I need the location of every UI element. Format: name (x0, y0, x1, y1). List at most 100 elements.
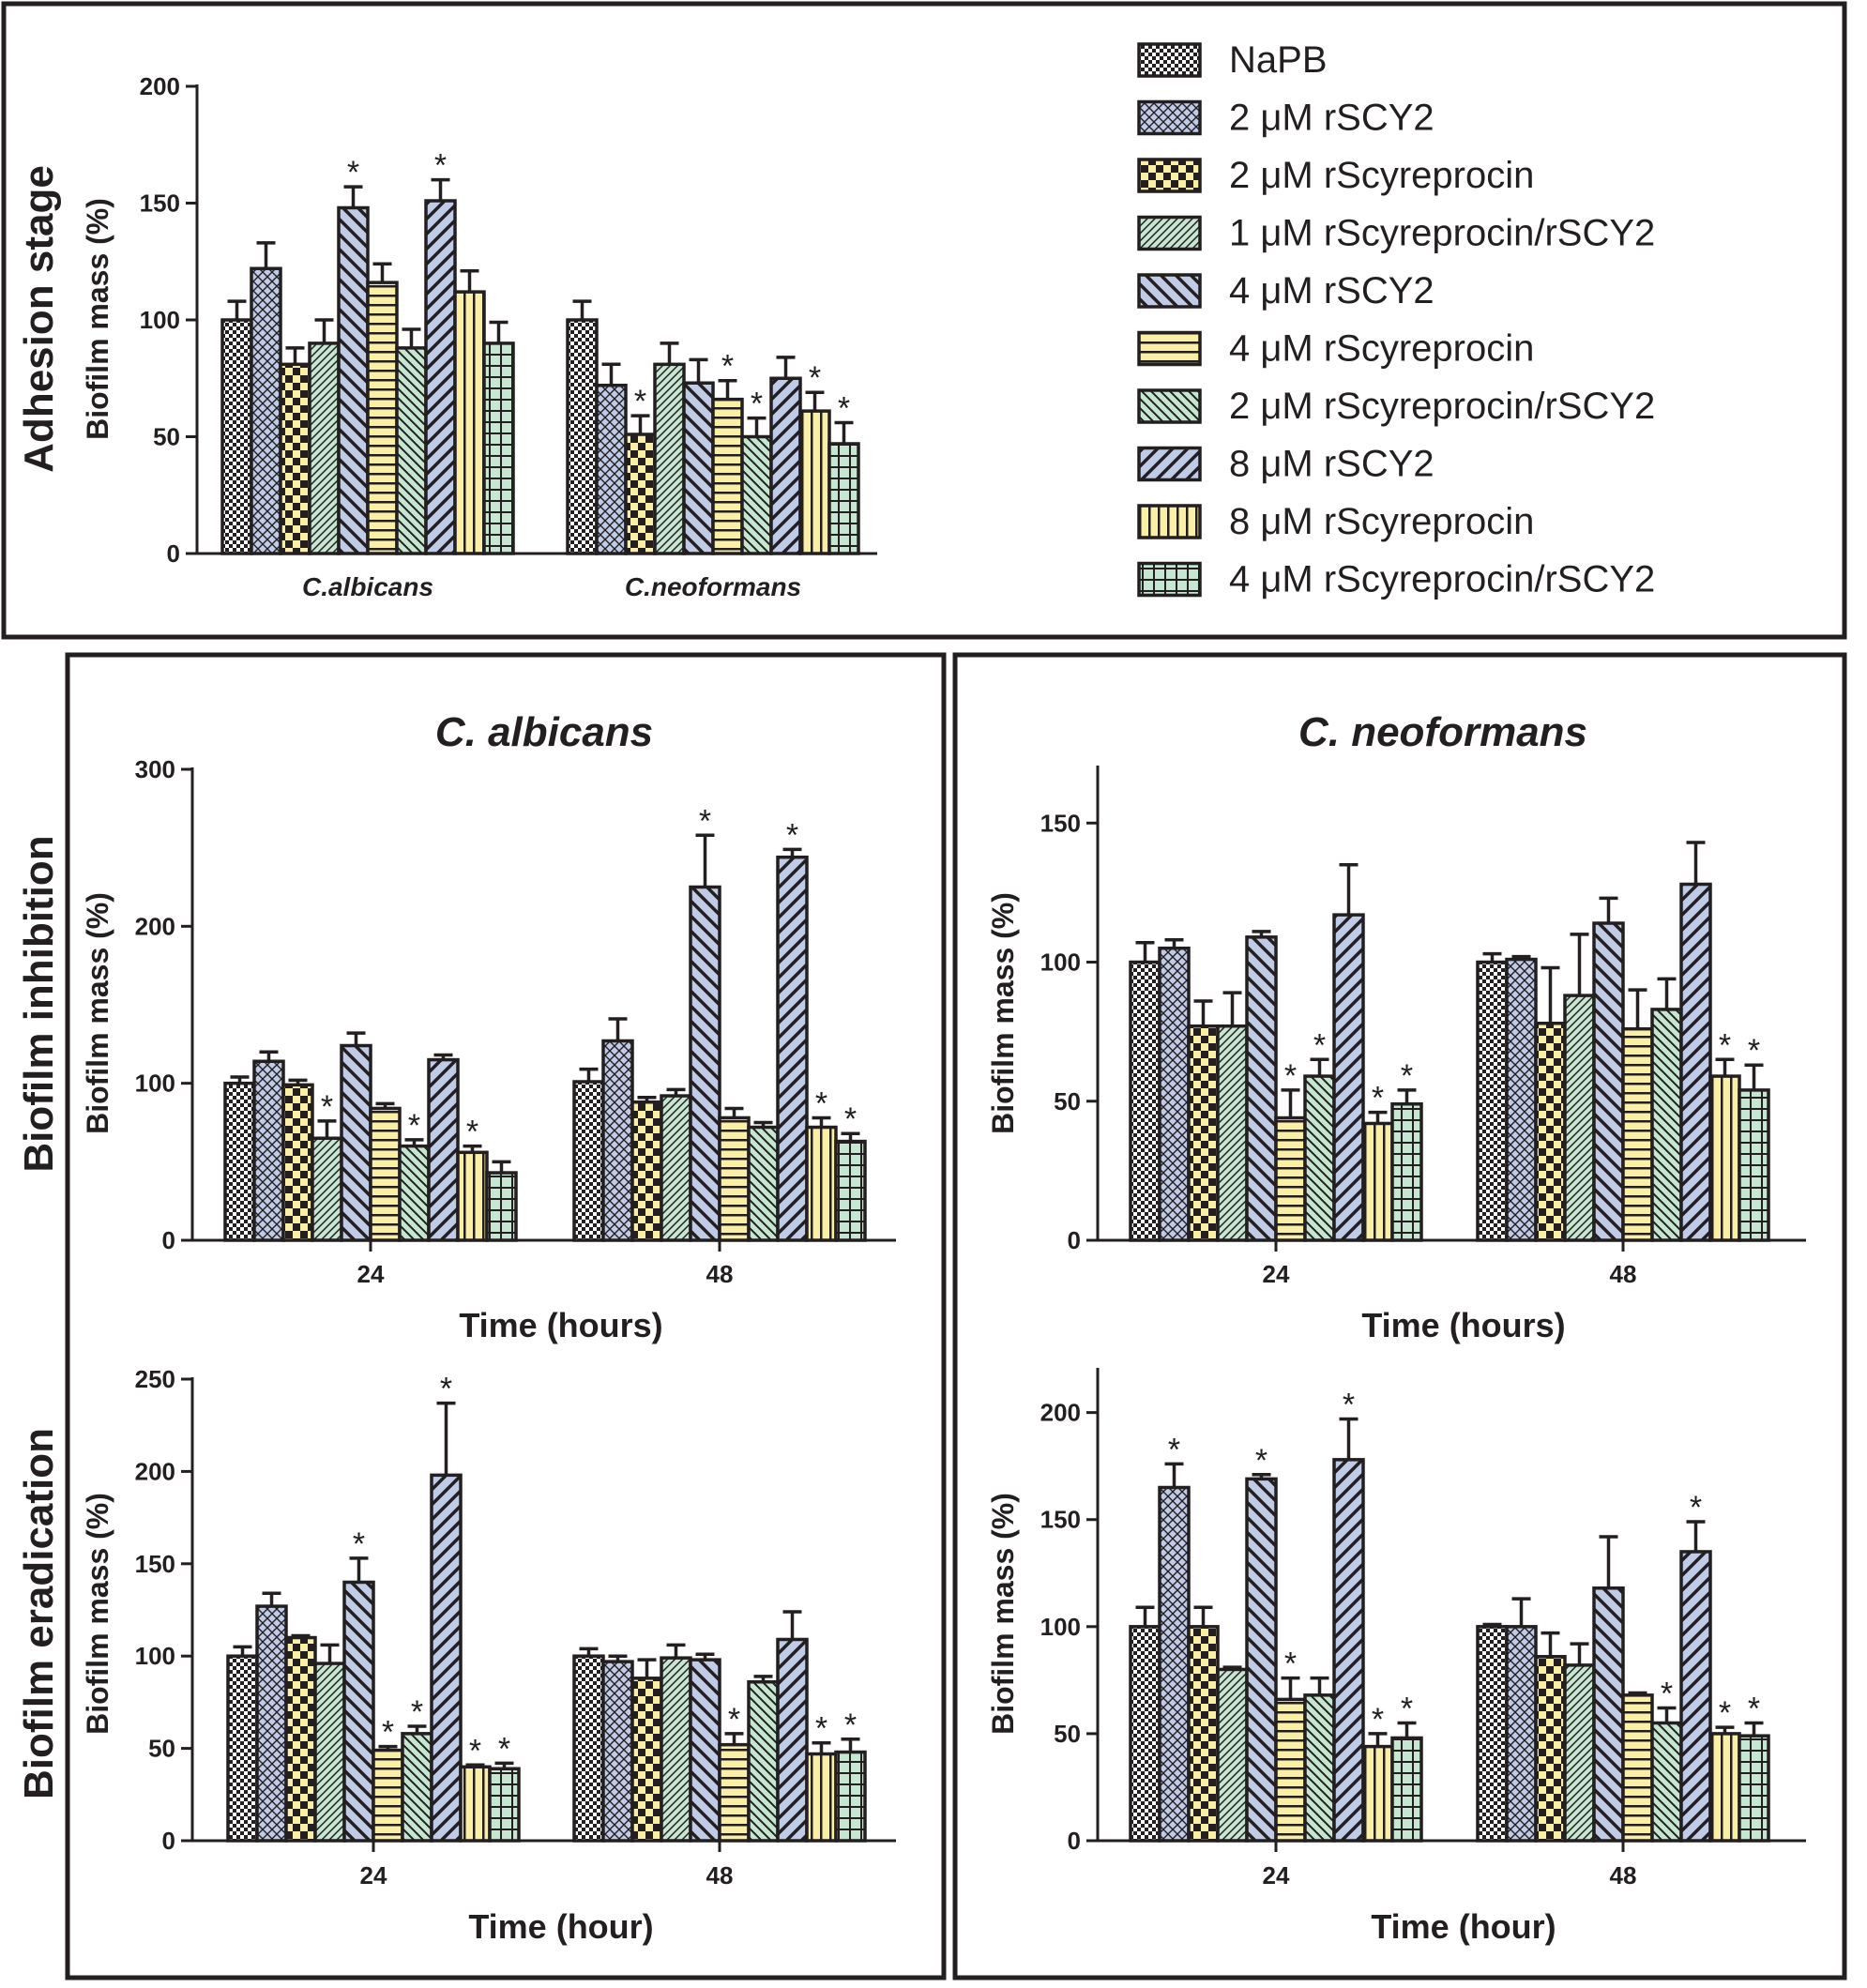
y-tick-label: 200 (135, 912, 175, 940)
error-bar (1599, 896, 1618, 924)
error-bar (1252, 930, 1271, 937)
bar-24-8 (1332, 913, 1365, 1242)
y-tick-label: 0 (1068, 1226, 1081, 1254)
bar-24-5 (342, 1580, 375, 1843)
category-label: 24 (1263, 1861, 1290, 1889)
error-bar (841, 1131, 860, 1142)
error-bar (1482, 1622, 1502, 1627)
category-label: 48 (1610, 1260, 1637, 1288)
error-bar (753, 1675, 773, 1682)
bar-48-2 (1505, 957, 1538, 1242)
error-bar (1657, 1706, 1677, 1723)
y-tick-label: 50 (1054, 1720, 1081, 1748)
error-bar (1193, 1605, 1213, 1627)
error-bar (1628, 988, 1647, 1029)
error-bar (1339, 863, 1359, 916)
ylabel-inhibition-albicans: Biofilm mass (%) (81, 892, 114, 1134)
error-bar (776, 356, 796, 379)
bar-24-2 (255, 1604, 288, 1843)
bar-48-1 (572, 1080, 605, 1242)
error-bar (1281, 1676, 1300, 1700)
y-tick-label: 150 (140, 190, 180, 218)
bar-C.neoformans-8 (769, 376, 802, 555)
legend: NaPB 2 μM rSCY2 2 μM rScyreprocin 1 μM rScy… (1137, 39, 1655, 600)
bar-C.albicans-10 (482, 341, 515, 555)
error-bar (1164, 1462, 1184, 1488)
legend-swatch (1137, 99, 1202, 136)
legend-swatch (1137, 561, 1202, 598)
bar-C.albicans-5 (337, 205, 370, 555)
significance-star: * (844, 1707, 857, 1743)
chart-inhibition-neoformans: 0 50 100 150 * * * * 24 * * 48 (1040, 766, 1806, 1288)
significance-star: * (751, 387, 763, 422)
row-label-adhesion: Adhesion stage (16, 165, 62, 473)
bar-48-5 (1592, 921, 1625, 1242)
error-bar (256, 241, 276, 269)
error-bar (460, 268, 479, 293)
error-bar (233, 1645, 252, 1657)
bar-24-8 (1332, 1458, 1365, 1843)
error-bar (666, 1087, 686, 1097)
legend-swatch (1137, 273, 1202, 309)
error-bar (579, 1647, 599, 1657)
y-tick-label: 0 (1068, 1827, 1081, 1855)
significance-star: * (1168, 1432, 1180, 1467)
error-bar (346, 1031, 366, 1046)
bar-24-2 (1158, 946, 1191, 1242)
error-bar (1397, 1088, 1417, 1104)
bar-24-9 (1361, 1121, 1394, 1242)
bar-48-3 (630, 1100, 663, 1242)
bar-24-10 (488, 1767, 521, 1843)
error-bar (1222, 991, 1242, 1026)
legend-label: 4 μM rSCY2 (1229, 270, 1434, 311)
error-bar (1686, 1520, 1706, 1552)
bar-24-10 (1390, 1736, 1423, 1843)
legend-swatch (1137, 388, 1202, 424)
legend-swatch (1137, 42, 1202, 78)
bar-C.albicans-2 (250, 266, 282, 555)
significance-star: * (786, 817, 798, 853)
bar-24-8 (427, 1057, 460, 1242)
bar-48-9 (805, 1125, 838, 1242)
error-bar (608, 1017, 628, 1041)
category-label: C.albicans (302, 572, 433, 601)
bar-C.neoformans-4 (653, 362, 686, 555)
bar-C.albicans-8 (424, 199, 457, 555)
bar-24-4 (311, 1136, 343, 1242)
error-bar (1281, 1088, 1300, 1118)
ylabel-inhibition-neoformans: Biofilm mass (%) (986, 892, 1020, 1134)
bar-24-7 (398, 1144, 431, 1242)
bar-48-6 (718, 1742, 751, 1843)
y-tick-label: 250 (135, 1365, 175, 1393)
albicans-panel-frame (65, 652, 947, 1980)
bar-24-2 (252, 1059, 285, 1242)
category-label: 48 (706, 1861, 734, 1889)
bar-48-5 (1592, 1586, 1625, 1843)
error-bar (227, 299, 247, 320)
y-tick-label: 50 (153, 423, 180, 451)
error-bar (1482, 951, 1502, 963)
error-bar (660, 341, 679, 365)
bar-48-6 (1621, 1026, 1654, 1242)
bar-48-10 (834, 1139, 867, 1242)
error-bar (262, 1591, 281, 1607)
bar-24-6 (372, 1748, 404, 1843)
y-tick-label: 100 (1040, 948, 1081, 977)
error-bar (291, 1633, 311, 1638)
significance-star: * (1284, 1058, 1297, 1094)
legend-swatch (1137, 158, 1202, 193)
significance-star: * (1401, 1692, 1413, 1727)
row-label-eradication: Biofilm eradication (16, 1428, 62, 1799)
significance-star: * (1313, 1027, 1326, 1063)
error-bar (718, 378, 737, 400)
bar-24-2 (1158, 1485, 1191, 1843)
legend-label: 4 μM rScyreprocin (1229, 328, 1534, 370)
legend-label: 2 μM rScyreprocin/rSCY2 (1229, 386, 1655, 427)
neoformans-panel-frame (952, 652, 1847, 1980)
error-bar (1397, 1721, 1417, 1738)
bar-C.albicans-7 (395, 346, 428, 555)
error-bar (1164, 938, 1184, 948)
bar-48-7 (1650, 1721, 1683, 1843)
error-bar (812, 1740, 831, 1754)
significance-star: * (728, 1702, 740, 1738)
